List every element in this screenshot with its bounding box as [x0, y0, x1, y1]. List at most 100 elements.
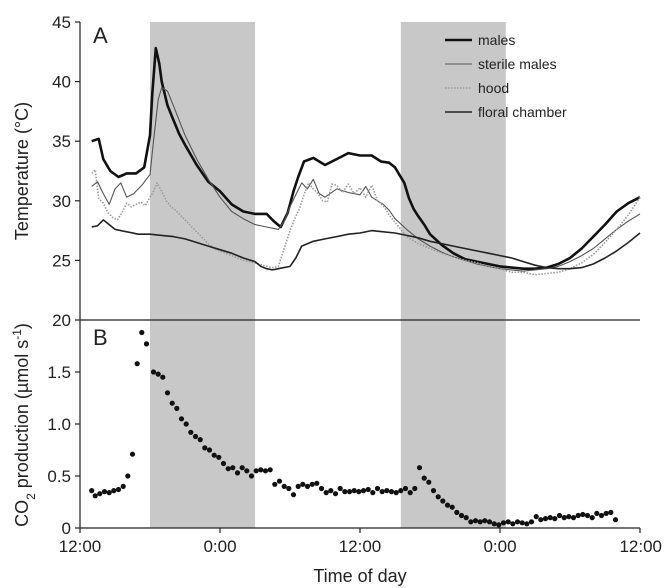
co2-point	[388, 489, 395, 495]
co2-point	[290, 492, 297, 498]
co2-point	[89, 488, 95, 494]
co2-point	[519, 520, 525, 526]
co2-point	[440, 498, 446, 504]
night-shading	[150, 22, 506, 528]
ylabel-part-close: )	[12, 323, 32, 329]
y-tick-label-temp-35: 35	[52, 132, 71, 151]
co2-point	[174, 405, 180, 411]
co2-point	[211, 452, 217, 458]
co2-point	[304, 483, 311, 489]
co2-point	[552, 516, 558, 522]
co2-point	[111, 488, 117, 494]
co2-point	[314, 480, 320, 486]
co2-point	[328, 488, 334, 494]
co2-point	[234, 470, 241, 476]
co2-point	[332, 491, 339, 497]
night-shade-2	[400, 22, 506, 528]
co2-point	[421, 475, 427, 481]
co2-point	[379, 489, 385, 495]
panel-b-co2-chart: B	[89, 325, 619, 528]
co2-point	[566, 514, 572, 520]
co2-point	[342, 489, 348, 495]
co2-point	[477, 519, 483, 525]
co2-point	[542, 516, 549, 522]
co2-point	[482, 518, 488, 524]
co2-point	[220, 460, 227, 467]
co2-point	[346, 489, 353, 495]
co2-point	[412, 485, 418, 492]
co2-point	[337, 485, 343, 492]
ylabel-part-co: CO	[12, 500, 32, 527]
legend-label-males: males	[478, 32, 515, 48]
co2-point	[295, 483, 301, 489]
co2-point	[524, 521, 530, 527]
co2-point	[286, 485, 292, 492]
co2-point	[183, 421, 189, 427]
co2-point	[514, 519, 521, 525]
co2-point	[603, 510, 609, 516]
co2-point	[253, 468, 259, 474]
y-tick-label-co2-3: 1.5	[47, 363, 71, 382]
legend-label-sterile-males: sterile males	[478, 56, 557, 72]
co2-point	[323, 490, 329, 496]
co2-point	[538, 517, 544, 523]
co2-point	[281, 483, 287, 489]
ylabel-part-subscript-2: 2	[24, 493, 38, 500]
series-line-hood	[91, 169, 641, 276]
co2-point	[580, 511, 586, 518]
co2-point	[318, 485, 325, 492]
x-tick-label-2: 12:00	[339, 537, 382, 556]
co2-point	[398, 488, 404, 494]
panel-a-y-axis-title: Temperature (°C)	[12, 102, 32, 240]
co2-point	[309, 481, 315, 487]
x-tick-label-1: 0:00	[203, 537, 236, 556]
panel-a-temperature-chart: A males sterile males hood floral chamber	[91, 23, 641, 276]
co2-point	[570, 515, 577, 521]
co2-point	[533, 514, 539, 520]
co2-point	[463, 515, 469, 521]
x-axis-title: Time of day	[313, 566, 406, 586]
co2-point	[97, 491, 103, 497]
co2-point	[125, 473, 131, 479]
x-tick-label-3: 0:00	[483, 537, 516, 556]
co2-point	[300, 481, 306, 487]
series-line-sterile-males	[91, 87, 641, 272]
x-tick-label-4: 12:00	[619, 537, 662, 556]
co2-point	[547, 515, 553, 521]
panel-b-letter: B	[93, 325, 108, 350]
y-tick-label-temp-20: 20	[52, 311, 71, 330]
co2-point	[468, 519, 474, 525]
co2-point	[115, 486, 122, 493]
legend-label-floral-chamber: floral chamber	[478, 104, 567, 120]
co2-point	[491, 521, 497, 527]
co2-point	[169, 400, 175, 406]
co2-point	[267, 467, 273, 473]
co2-point	[454, 509, 460, 515]
co2-point	[430, 488, 437, 494]
co2-point	[356, 489, 362, 495]
co2-point	[248, 473, 255, 479]
co2-point	[150, 369, 157, 375]
y-tick-label-temp-45: 45	[52, 13, 71, 32]
co2-point	[197, 437, 203, 443]
co2-point	[178, 416, 185, 422]
co2-point	[244, 468, 250, 474]
co2-point	[272, 481, 278, 487]
co2-point	[486, 519, 493, 525]
co2-point	[458, 512, 465, 519]
y-tick-label-temp-30: 30	[52, 192, 71, 211]
co2-point	[584, 512, 591, 519]
co2-point	[575, 512, 581, 519]
co2-point	[589, 515, 595, 521]
ylabel-part-superscript: -1	[10, 329, 24, 340]
y-tick-label-co2-0: 0	[62, 519, 71, 538]
co2-point	[449, 504, 455, 510]
x-tick-label-0: 12:00	[59, 537, 102, 556]
co2-point	[444, 502, 451, 508]
co2-point	[120, 483, 126, 489]
co2-point	[608, 509, 614, 515]
co2-point	[374, 485, 381, 492]
co2-point	[92, 493, 98, 499]
co2-point	[384, 488, 390, 494]
